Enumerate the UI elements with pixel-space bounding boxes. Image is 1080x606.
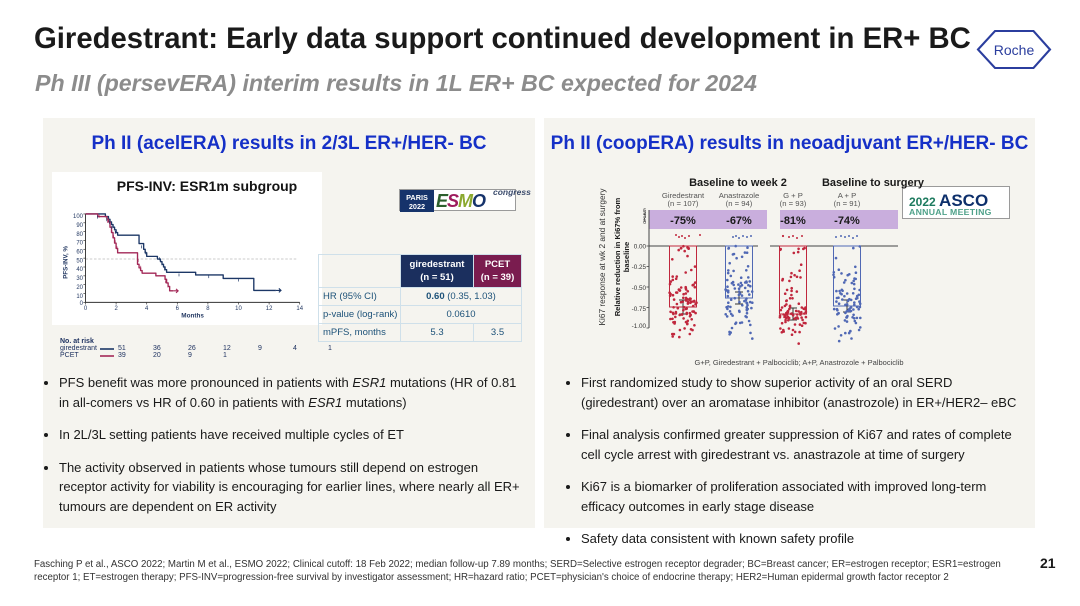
svg-text:(n = 107): (n = 107) <box>668 199 699 208</box>
svg-text:-67%: -67% <box>726 215 752 227</box>
svg-text:Baseline to week 2: Baseline to week 2 <box>689 177 787 189</box>
svg-text:-74%: -74% <box>834 215 860 227</box>
svg-text:0: 0 <box>643 220 646 226</box>
svg-text:-0.25: -0.25 <box>632 264 647 271</box>
svg-text:-81%: -81% <box>780 215 806 227</box>
svg-text:-0.75: -0.75 <box>632 306 647 313</box>
svg-text:-1.00: -1.00 <box>632 323 647 330</box>
svg-text:0.00: 0.00 <box>634 244 647 251</box>
svg-text:Baseline to surgery: Baseline to surgery <box>822 177 925 189</box>
svg-text:-0.50: -0.50 <box>632 285 647 292</box>
svg-text:(n = 94): (n = 94) <box>726 199 753 208</box>
svg-text:(n = 93): (n = 93) <box>780 199 807 208</box>
svg-text:-75%: -75% <box>670 215 696 227</box>
svg-text:(n = 91): (n = 91) <box>834 199 861 208</box>
